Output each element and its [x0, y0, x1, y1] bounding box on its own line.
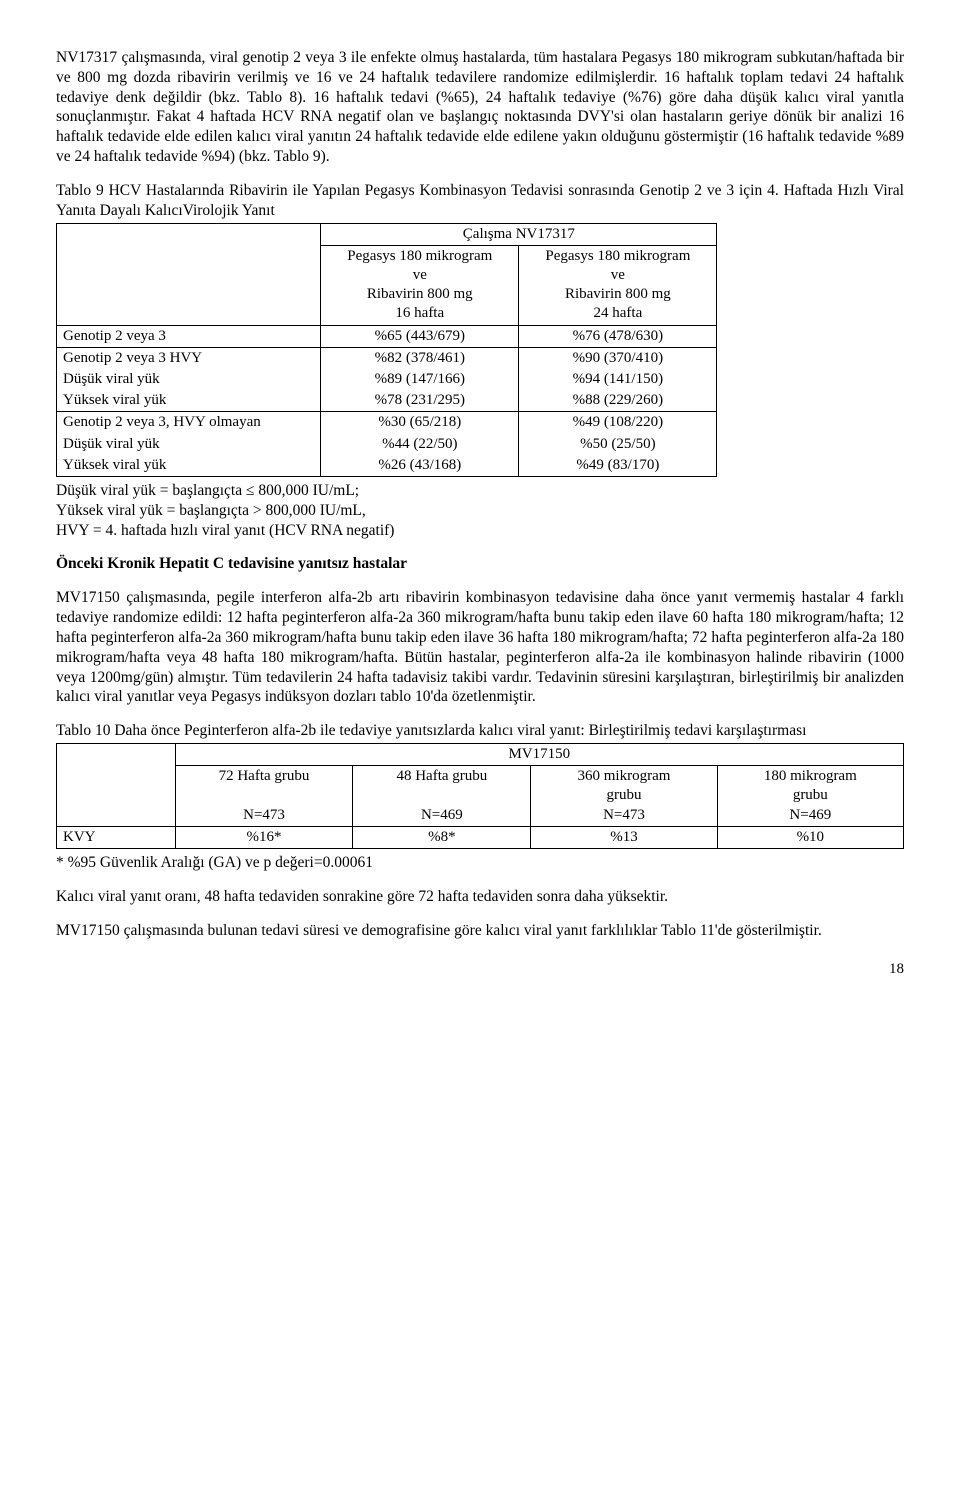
heading-prev-nonresponders: Önceki Kronik Hepatit C tedavisine yanıt… [56, 554, 904, 574]
t10-h3: 360 mikrogram grubu N=473 [531, 766, 717, 827]
t9-r4c2: %88 (229/260) [519, 390, 717, 412]
t10-h1: 72 Hafta grubu N=473 [175, 766, 353, 827]
t9-r3c1: %89 (147/166) [321, 369, 519, 390]
t9-r7c2: %49 (83/170) [519, 455, 717, 477]
t9-r3c0: Düşük viral yük [57, 369, 321, 390]
paragraph-3: Kalıcı viral yanıt oranı, 48 hafta tedav… [56, 887, 904, 907]
t10-v1: %16* [175, 826, 353, 848]
t9-armB: Pegasys 180 mikrogram ve Ribavirin 800 m… [519, 245, 717, 325]
t9-r7c1: %26 (43/168) [321, 455, 519, 477]
t9-r2c2: %90 (370/410) [519, 347, 717, 369]
table-9: Çalışma NV17317 Pegasys 180 mikrogram ve… [56, 223, 717, 477]
t9-r4c1: %78 (231/295) [321, 390, 519, 412]
paragraph-1: NV17317 çalışmasında, viral genotip 2 ve… [56, 48, 904, 167]
t9-r5c1: %30 (65/218) [321, 412, 519, 434]
table9-caption: Tablo 9 HCV Hastalarında Ribavirin ile Y… [56, 181, 904, 221]
paragraph-4: MV17150 çalışmasında bulunan tedavi süre… [56, 921, 904, 941]
page-number: 18 [56, 960, 904, 979]
t9-r5c0: Genotip 2 veya 3, HVY olmayan [57, 412, 321, 434]
t9-r1c0: Genotip 2 veya 3 [57, 325, 321, 347]
t9-r2c0: Genotip 2 veya 3 HVY [57, 347, 321, 369]
table10-caption: Tablo 10 Daha önce Peginterferon alfa-2b… [56, 721, 904, 741]
t10-h4: 180 mikrogram grubu N=469 [717, 766, 903, 827]
t9-r1c1: %65 (443/679) [321, 325, 519, 347]
t10-rowlabel: KVY [57, 826, 176, 848]
t9-r6c0: Düşük viral yük [57, 434, 321, 455]
t9-empty-head [57, 223, 321, 245]
t9-r5c2: %49 (108/220) [519, 412, 717, 434]
t10-footnote: * %95 Güvenlik Aralığı (GA) ve p değeri=… [56, 853, 904, 873]
t10-v3: %13 [531, 826, 717, 848]
t9-r6c2: %50 (25/50) [519, 434, 717, 455]
t9-r1c2: %76 (478/630) [519, 325, 717, 347]
t9-r3c2: %94 (141/150) [519, 369, 717, 390]
t9-r7c0: Yüksek viral yük [57, 455, 321, 477]
t9-r2c1: %82 (378/461) [321, 347, 519, 369]
paragraph-2: MV17150 çalışmasında, pegile interferon … [56, 588, 904, 707]
t9-footnote: Düşük viral yük = başlangıçta ≤ 800,000 … [56, 481, 904, 540]
t9-r4c0: Yüksek viral yük [57, 390, 321, 412]
t10-v2: %8* [353, 826, 531, 848]
t9-r6c1: %44 (22/50) [321, 434, 519, 455]
t10-v4: %10 [717, 826, 903, 848]
t9-study: Çalışma NV17317 [321, 223, 717, 245]
t10-h2: 48 Hafta grubu N=469 [353, 766, 531, 827]
table-10: MV17150 72 Hafta grubu N=473 48 Hafta gr… [56, 743, 904, 849]
t9-armA: Pegasys 180 mikrogram ve Ribavirin 800 m… [321, 245, 519, 325]
t10-study: MV17150 [175, 743, 903, 765]
